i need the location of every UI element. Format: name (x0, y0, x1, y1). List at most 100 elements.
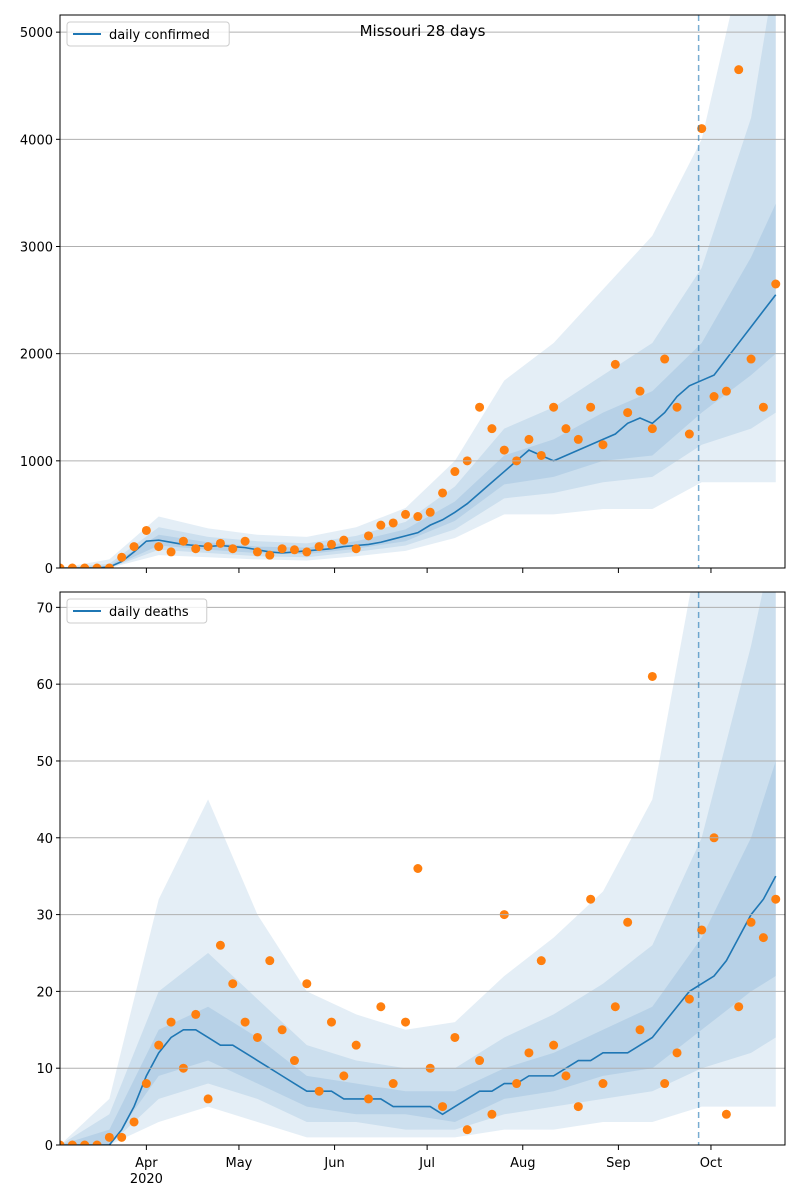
observed-point (413, 864, 423, 873)
band (60, 592, 776, 1145)
observed-point (549, 402, 559, 412)
observed-point (92, 563, 102, 568)
observed-point (67, 1140, 77, 1145)
observed-point (475, 1056, 485, 1066)
observed-point (647, 424, 657, 434)
observed-point (314, 1086, 324, 1096)
observed-point (549, 1040, 559, 1050)
observed-point (376, 520, 386, 530)
observed-point (697, 124, 707, 134)
x-tick-label: Oct (700, 1156, 722, 1171)
observed-point (684, 429, 694, 439)
observed-point (499, 445, 509, 455)
observed-point (734, 65, 744, 75)
observed-point (117, 1132, 127, 1142)
observed-point (215, 940, 225, 950)
observed-point (425, 507, 435, 517)
observed-point (240, 536, 250, 546)
observed-point (60, 1140, 65, 1145)
observed-point (326, 1017, 336, 1027)
observed-point (573, 434, 583, 444)
observed-point (697, 925, 707, 935)
observed-point (80, 1140, 90, 1145)
observed-point (339, 535, 349, 545)
x-tick-label: Apr (135, 1156, 158, 1171)
observed-point (758, 933, 768, 943)
y-tick-label: 20 (36, 985, 53, 1000)
observed-point (277, 544, 287, 554)
observed-point (104, 1132, 114, 1142)
observed-point (314, 542, 324, 552)
observed-point (475, 402, 485, 412)
observed-point (178, 536, 188, 546)
observed-point (450, 467, 460, 477)
observed-point (623, 408, 633, 418)
legend-label: daily confirmed (109, 28, 210, 43)
observed-point (364, 1094, 374, 1104)
series-line (60, 294, 777, 568)
observed-point (228, 979, 238, 989)
observed-point (351, 1040, 361, 1050)
observed-point (117, 552, 127, 562)
x-tick-year: 2020 (130, 1172, 163, 1187)
observed-point (104, 563, 114, 568)
observed-point (512, 1079, 522, 1089)
observed-point (141, 525, 151, 535)
observed-point (228, 544, 238, 554)
observed-point (524, 1048, 534, 1058)
observed-point (536, 956, 546, 966)
y-tick-label: 5000 (20, 26, 53, 41)
observed-point (302, 547, 312, 557)
observed-point (438, 488, 448, 498)
observed-point (191, 1009, 201, 1019)
band (60, 15, 776, 568)
chart-title: Missouri 28 days (360, 22, 486, 40)
observed-point (252, 1032, 262, 1042)
observed-point (166, 547, 176, 557)
observed-point (561, 1071, 571, 1081)
observed-point (586, 402, 596, 412)
observed-point (289, 545, 299, 555)
observed-point (364, 531, 374, 541)
observed-point (388, 1079, 398, 1089)
observed-point (240, 1017, 250, 1027)
observed-point (746, 354, 756, 364)
observed-point (684, 994, 694, 1004)
observed-point (129, 542, 139, 552)
observed-point (721, 386, 731, 396)
y-tick-label: 2000 (20, 348, 53, 363)
y-tick-label: 50 (36, 755, 53, 770)
observed-point (672, 402, 682, 412)
band (60, 15, 776, 568)
observed-point (709, 392, 719, 402)
observed-point (721, 1109, 731, 1119)
observed-point (129, 1117, 139, 1127)
observed-point (672, 1048, 682, 1058)
observed-point (302, 979, 312, 989)
y-tick-label: 40 (36, 832, 53, 847)
observed-point (524, 434, 534, 444)
observed-point (203, 1094, 213, 1104)
observed-point (635, 1025, 645, 1035)
observed-point (203, 542, 213, 552)
observed-point (438, 1102, 448, 1112)
plot-area (60, 592, 781, 1145)
observed-point (252, 547, 262, 557)
series-line (60, 875, 777, 1145)
legend-box (66, 598, 208, 624)
y-tick-label: 60 (36, 678, 53, 693)
observed-point (166, 1017, 176, 1027)
observed-point (647, 671, 657, 681)
observed-point (277, 1025, 287, 1035)
observed-point (289, 1056, 299, 1066)
observed-point (67, 563, 77, 568)
observed-point (561, 424, 571, 434)
y-tick-label: 10 (36, 1062, 53, 1077)
observed-point (573, 1102, 583, 1112)
x-tick-label: Aug (510, 1156, 535, 1171)
observed-point (401, 1017, 411, 1027)
observed-point (758, 402, 768, 412)
observed-point (60, 563, 65, 568)
y-tick-label: 0 (45, 562, 53, 577)
axes-frame (59, 14, 786, 569)
